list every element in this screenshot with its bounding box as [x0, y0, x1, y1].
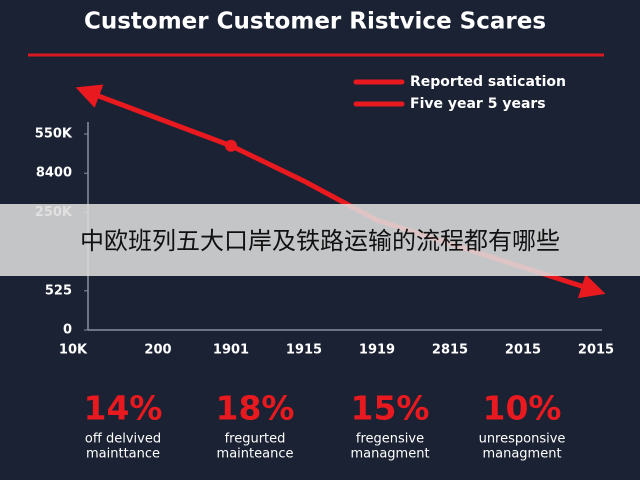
stat-value: 18%	[216, 389, 295, 428]
stat-label: off delvived	[85, 432, 161, 447]
y-tick-label: 550K	[35, 127, 73, 142]
x-tick-label: 2015	[505, 343, 541, 358]
stat-label: managment	[350, 447, 429, 462]
x-tick-label: 10K	[59, 343, 88, 358]
stat-label: mainteance	[217, 447, 294, 462]
stat-label: managment	[482, 447, 561, 462]
chart-title: Customer Customer Ristvice Scares	[84, 9, 546, 35]
stat-label: mainttance	[86, 447, 160, 462]
legend-label: Five year 5 years	[410, 96, 546, 112]
x-tick-label: 200	[144, 343, 171, 358]
stat-value: 14%	[84, 389, 163, 428]
stat-value: 15%	[351, 389, 430, 428]
banner-text: 中欧班列五大口岸及铁路运输的流程都有哪些	[80, 227, 560, 255]
legend-label: Reported satication	[410, 74, 566, 90]
stat-label: fregurted	[225, 432, 286, 447]
x-tick-label: 1915	[286, 343, 322, 358]
y-tick-label: 0	[63, 323, 72, 338]
x-tick-label: 1901	[213, 343, 249, 358]
banner-band	[0, 204, 640, 276]
x-tick-label: 2815	[432, 343, 468, 358]
x-tick-label: 1919	[359, 343, 395, 358]
y-tick-label: 8400	[36, 166, 72, 181]
stat-label: fregensive	[356, 432, 424, 447]
x-tick-label: 2015	[578, 343, 614, 358]
data-point	[225, 139, 237, 152]
y-tick-label: 525	[45, 283, 72, 298]
stat-label: unresponsive	[479, 432, 566, 447]
stat-value: 10%	[483, 389, 562, 428]
